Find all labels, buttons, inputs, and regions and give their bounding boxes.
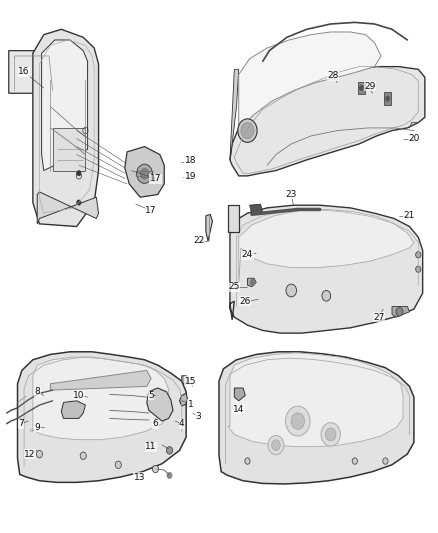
Text: 15: 15 bbox=[185, 377, 196, 385]
Polygon shape bbox=[147, 388, 173, 421]
Circle shape bbox=[167, 472, 172, 479]
Circle shape bbox=[241, 123, 254, 139]
Text: 8: 8 bbox=[34, 387, 40, 396]
Polygon shape bbox=[239, 32, 381, 131]
Polygon shape bbox=[182, 376, 188, 385]
Text: 17: 17 bbox=[150, 174, 161, 183]
Circle shape bbox=[385, 96, 390, 101]
Polygon shape bbox=[42, 40, 88, 171]
Text: 20: 20 bbox=[408, 134, 420, 143]
Polygon shape bbox=[31, 357, 169, 440]
Circle shape bbox=[268, 435, 284, 455]
Polygon shape bbox=[37, 192, 99, 224]
Text: 9: 9 bbox=[34, 423, 40, 432]
Polygon shape bbox=[358, 82, 365, 94]
Polygon shape bbox=[180, 393, 187, 406]
Text: 18: 18 bbox=[185, 157, 196, 165]
Circle shape bbox=[291, 413, 304, 429]
Polygon shape bbox=[234, 388, 245, 401]
Polygon shape bbox=[50, 370, 151, 390]
Circle shape bbox=[36, 450, 42, 458]
Text: 25: 25 bbox=[229, 282, 240, 291]
Text: 4: 4 bbox=[179, 419, 184, 428]
Circle shape bbox=[238, 119, 257, 142]
Circle shape bbox=[286, 284, 297, 297]
Circle shape bbox=[325, 428, 336, 441]
Circle shape bbox=[352, 458, 357, 464]
Text: 14: 14 bbox=[233, 405, 244, 414]
Text: 16: 16 bbox=[18, 68, 30, 76]
Polygon shape bbox=[239, 209, 414, 285]
Circle shape bbox=[321, 423, 340, 446]
Polygon shape bbox=[219, 352, 414, 484]
Text: 26: 26 bbox=[240, 297, 251, 305]
Text: 22: 22 bbox=[194, 237, 205, 245]
Text: 24: 24 bbox=[242, 251, 253, 259]
Text: 21: 21 bbox=[404, 212, 415, 220]
Text: 17: 17 bbox=[145, 206, 157, 215]
Circle shape bbox=[137, 164, 152, 183]
Circle shape bbox=[140, 168, 149, 179]
Polygon shape bbox=[230, 67, 425, 176]
Polygon shape bbox=[392, 306, 410, 317]
Polygon shape bbox=[228, 205, 239, 232]
Polygon shape bbox=[250, 204, 263, 214]
Polygon shape bbox=[9, 51, 55, 93]
Circle shape bbox=[416, 252, 421, 258]
Circle shape bbox=[416, 266, 421, 272]
Circle shape bbox=[152, 465, 159, 473]
Polygon shape bbox=[230, 205, 423, 333]
Text: 10: 10 bbox=[73, 391, 85, 400]
Text: 5: 5 bbox=[148, 391, 154, 400]
Circle shape bbox=[245, 458, 250, 464]
Text: 23: 23 bbox=[286, 190, 297, 199]
Circle shape bbox=[77, 171, 81, 176]
Text: 3: 3 bbox=[195, 413, 201, 421]
Text: 13: 13 bbox=[134, 473, 145, 481]
Text: 6: 6 bbox=[152, 419, 159, 428]
Polygon shape bbox=[125, 147, 164, 197]
Polygon shape bbox=[53, 128, 85, 171]
Polygon shape bbox=[228, 353, 403, 447]
Text: 7: 7 bbox=[18, 419, 24, 428]
Circle shape bbox=[166, 447, 173, 454]
Circle shape bbox=[322, 290, 331, 301]
Circle shape bbox=[359, 85, 364, 91]
Circle shape bbox=[80, 452, 86, 459]
Circle shape bbox=[250, 279, 255, 286]
Text: 19: 19 bbox=[185, 173, 196, 181]
Text: 1: 1 bbox=[187, 400, 194, 408]
Circle shape bbox=[272, 440, 280, 450]
Polygon shape bbox=[61, 401, 85, 418]
Circle shape bbox=[383, 458, 388, 464]
Circle shape bbox=[115, 461, 121, 469]
Text: 11: 11 bbox=[145, 442, 157, 451]
Text: 27: 27 bbox=[373, 313, 385, 321]
Polygon shape bbox=[206, 214, 212, 241]
Text: 28: 28 bbox=[327, 71, 339, 80]
Text: 29: 29 bbox=[364, 82, 376, 91]
Polygon shape bbox=[18, 352, 186, 482]
Polygon shape bbox=[384, 92, 391, 105]
Polygon shape bbox=[33, 29, 99, 227]
Polygon shape bbox=[247, 278, 256, 287]
Circle shape bbox=[77, 200, 81, 205]
Circle shape bbox=[396, 308, 403, 316]
Text: 12: 12 bbox=[24, 450, 35, 458]
Circle shape bbox=[286, 406, 310, 436]
Polygon shape bbox=[230, 69, 239, 160]
